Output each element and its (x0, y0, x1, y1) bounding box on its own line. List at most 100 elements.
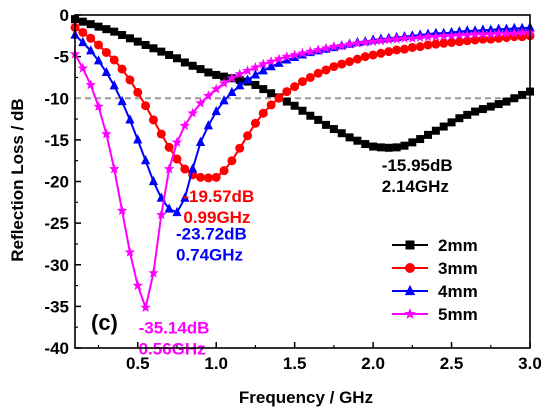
data-point-5mm (265, 56, 277, 67)
data-point-3mm (274, 93, 284, 103)
data-point-4mm (211, 105, 221, 116)
legend-label-2mm: 2mm (438, 236, 478, 255)
x-tick-label: 2.0 (361, 354, 385, 373)
data-point-5mm (391, 33, 402, 44)
data-point-2mm (267, 89, 276, 98)
data-point-5mm (493, 27, 504, 38)
data-point-3mm (368, 50, 378, 60)
data-point-3mm (243, 131, 253, 141)
data-point-3mm (219, 166, 229, 176)
data-point-3mm (407, 42, 417, 52)
data-point-4mm (133, 134, 143, 144)
data-point-3mm (78, 27, 88, 37)
data-point-3mm (298, 77, 307, 87)
panel-label: (c) (91, 310, 118, 335)
data-point-5mm (258, 58, 269, 69)
data-point-4mm (148, 175, 159, 186)
data-point-5mm (116, 205, 128, 216)
data-point-5mm (171, 136, 183, 147)
data-point-5mm (305, 46, 316, 57)
data-point-5mm (85, 79, 96, 90)
data-point-3mm (258, 108, 268, 118)
annotation-5mm-line2: 0.56GHz (139, 340, 206, 359)
data-point-5mm (383, 34, 395, 45)
annotation-4mm-line2: 0.74GHz (176, 245, 243, 264)
data-point-3mm (250, 118, 260, 128)
data-point-2mm (251, 80, 260, 89)
y-tick-label: -5 (54, 48, 69, 67)
data-point-5mm (101, 128, 112, 139)
data-point-3mm (345, 57, 355, 67)
data-point-2mm (322, 120, 331, 129)
data-point-5mm (187, 107, 198, 118)
data-point-3mm (180, 164, 190, 174)
y-tick-label: -15 (44, 131, 69, 150)
data-point-4mm (109, 80, 119, 90)
data-point-3mm (462, 36, 472, 46)
data-point-2mm (125, 34, 134, 43)
data-point-3mm (141, 101, 151, 111)
data-point-5mm (108, 163, 120, 174)
data-point-5mm (77, 62, 89, 73)
data-point-4mm (101, 66, 111, 77)
data-point-5mm (360, 36, 371, 47)
data-point-2mm (471, 107, 480, 116)
data-point-5mm (281, 51, 293, 62)
data-point-5mm (446, 30, 457, 41)
data-point-2mm (86, 20, 95, 29)
data-point-5mm (132, 280, 143, 291)
data-point-5mm (195, 97, 206, 108)
data-point-3mm (470, 35, 480, 45)
annotation-2mm-line1: -15.95dB (382, 156, 453, 175)
data-point-2mm (220, 72, 229, 81)
data-point-3mm (439, 38, 449, 48)
x-axis-title: Frequency / GHz (239, 388, 373, 407)
legend-marker-3mm (405, 263, 415, 273)
data-point-4mm (93, 55, 104, 65)
annotation-3mm-line2: 0.99GHz (183, 208, 250, 227)
data-point-5mm (516, 26, 528, 37)
data-point-4mm (242, 74, 253, 84)
annotation-4mm-line1: -23.72dB (176, 224, 247, 243)
data-point-2mm (384, 143, 393, 152)
data-point-4mm (86, 45, 96, 55)
data-point-5mm (297, 47, 308, 58)
data-point-2mm (439, 122, 448, 131)
data-point-2mm (180, 58, 189, 67)
data-point-5mm (477, 28, 489, 39)
data-point-3mm (392, 45, 402, 55)
data-point-5mm (289, 49, 300, 60)
data-point-5mm (422, 31, 434, 42)
data-point-5mm (179, 120, 191, 131)
data-point-4mm (274, 57, 284, 67)
data-point-2mm (165, 50, 174, 59)
y-axis-title: Reflection Loss / dB (8, 98, 27, 261)
data-point-2mm (188, 61, 197, 70)
annotation-3mm-line1: -19.57dB (183, 187, 254, 206)
data-point-2mm (102, 25, 111, 34)
data-point-5mm (414, 31, 426, 42)
data-point-3mm (313, 68, 323, 78)
data-point-3mm (125, 75, 135, 85)
data-point-5mm (148, 267, 159, 278)
data-point-5mm (312, 44, 324, 55)
data-point-5mm (485, 28, 497, 39)
data-point-3mm (211, 172, 221, 182)
data-point-2mm (94, 22, 103, 31)
data-point-5mm (509, 27, 520, 38)
data-point-4mm (203, 120, 213, 130)
series-3mm (70, 22, 535, 183)
data-point-4mm (282, 54, 292, 64)
data-point-5mm (352, 37, 363, 48)
data-point-3mm (321, 65, 331, 75)
y-tick-label: -35 (44, 297, 69, 316)
data-point-2mm (141, 40, 150, 49)
data-point-3mm (86, 33, 96, 43)
data-point-3mm (352, 54, 362, 64)
data-point-3mm (266, 100, 276, 110)
data-point-2mm (408, 138, 417, 147)
data-point-2mm (290, 101, 299, 110)
data-point-2mm (510, 94, 519, 103)
y-tick-label: -25 (44, 214, 69, 233)
